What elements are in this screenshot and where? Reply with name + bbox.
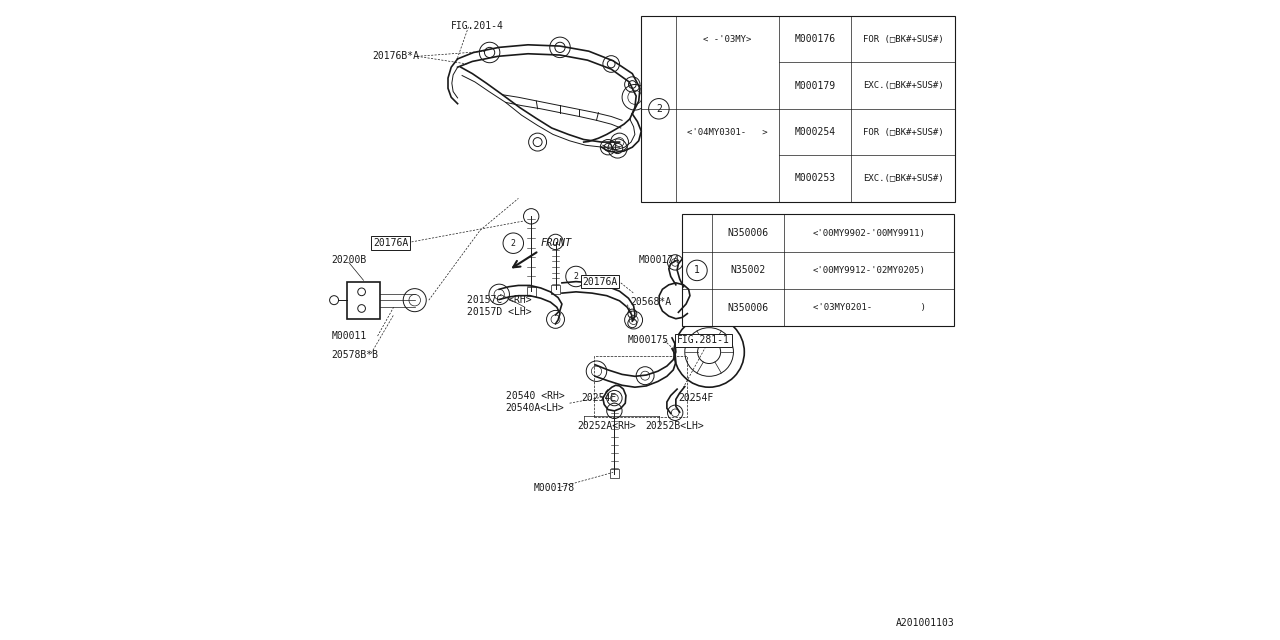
Text: 20568*A: 20568*A <box>630 297 672 307</box>
Text: M000254: M000254 <box>795 127 836 137</box>
Text: M000174: M000174 <box>639 255 680 265</box>
Text: < -'03MY>: < -'03MY> <box>704 35 751 44</box>
Text: 20157D <LH>: 20157D <LH> <box>467 307 531 317</box>
Text: N35002: N35002 <box>731 266 765 275</box>
Text: FIG.201-4: FIG.201-4 <box>452 20 504 31</box>
Text: FOR (□BK#+SUS#): FOR (□BK#+SUS#) <box>863 35 943 44</box>
Text: <'00MY9902-'00MY9911): <'00MY9902-'00MY9911) <box>813 228 925 237</box>
Text: M000179: M000179 <box>795 81 836 91</box>
Text: 20540A<LH>: 20540A<LH> <box>506 403 564 413</box>
Text: 20176A: 20176A <box>374 238 408 248</box>
Bar <box>550 285 561 294</box>
Text: EXC.(□BK#+SUS#): EXC.(□BK#+SUS#) <box>863 174 943 183</box>
Text: M000253: M000253 <box>795 173 836 184</box>
Text: 1: 1 <box>694 266 700 275</box>
Text: N350006: N350006 <box>727 303 769 313</box>
Bar <box>527 287 536 296</box>
Text: N350006: N350006 <box>727 228 769 238</box>
Bar <box>594 356 687 417</box>
Text: 2: 2 <box>655 104 662 114</box>
Text: 2: 2 <box>511 239 516 248</box>
Text: 20176B*A: 20176B*A <box>372 51 420 61</box>
Text: 20254F: 20254F <box>678 393 714 403</box>
Text: 20254E: 20254E <box>581 393 617 403</box>
Text: 20176A: 20176A <box>582 276 618 287</box>
Bar <box>611 469 620 478</box>
Text: EXC.(□BK#+SUS#): EXC.(□BK#+SUS#) <box>863 81 943 90</box>
Text: 20157C <RH>: 20157C <RH> <box>467 294 531 305</box>
Text: FIG.281-1: FIG.281-1 <box>677 335 730 346</box>
Bar <box>347 282 380 319</box>
Bar <box>681 214 954 326</box>
Text: M000175: M000175 <box>627 335 668 346</box>
Bar <box>641 16 955 202</box>
Text: <'03MY0201-         ): <'03MY0201- ) <box>813 303 925 312</box>
Text: M000176: M000176 <box>795 34 836 44</box>
Text: FOR (□BK#+SUS#): FOR (□BK#+SUS#) <box>863 127 943 136</box>
Text: M000178: M000178 <box>534 483 575 493</box>
Text: M00011: M00011 <box>332 331 367 341</box>
Text: 20540 <RH>: 20540 <RH> <box>506 390 564 401</box>
Text: 20200B: 20200B <box>332 255 367 265</box>
Text: 20252B<LH>: 20252B<LH> <box>645 420 704 431</box>
Text: <'00MY9912-'02MY0205): <'00MY9912-'02MY0205) <box>813 266 925 275</box>
Text: 20252A<RH>: 20252A<RH> <box>577 420 636 431</box>
Text: 2: 2 <box>573 272 579 281</box>
Text: A201001103: A201001103 <box>896 618 955 628</box>
Text: 20578B*B: 20578B*B <box>332 350 379 360</box>
Text: FRONT: FRONT <box>540 238 572 248</box>
Text: <'04MY0301-   >: <'04MY0301- > <box>687 127 768 136</box>
